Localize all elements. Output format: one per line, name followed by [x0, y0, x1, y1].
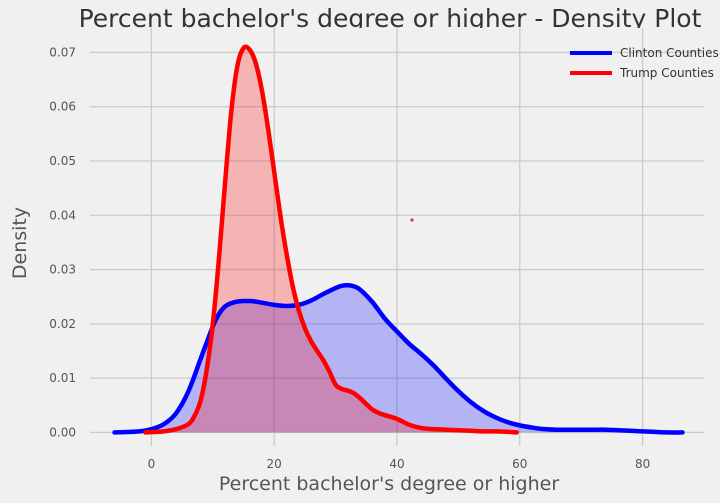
- x-axis-label: Percent bachelor's degree or higher: [219, 473, 560, 495]
- density-line-clinton: [112, 283, 685, 435]
- x-tick-label: 0: [148, 457, 156, 471]
- y-tick-label: 0.07: [49, 45, 76, 59]
- legend: Clinton Counties Trump Counties: [570, 46, 719, 80]
- y-axis-label: Density: [9, 207, 31, 279]
- series-fills: [114, 46, 683, 433]
- density-line-trump: [143, 44, 519, 435]
- x-tick-label: 60: [512, 457, 527, 471]
- legend-label-trump: Trump Counties: [619, 66, 714, 80]
- grid: [90, 28, 704, 446]
- y-tick-label: 0.06: [49, 100, 76, 114]
- series-lines: [112, 44, 685, 435]
- legend-label-clinton: Clinton Counties: [620, 46, 719, 60]
- y-tick-label: 0.02: [49, 317, 76, 331]
- y-tick-label: 0.00: [49, 425, 76, 439]
- y-tick-label: 0.05: [49, 154, 76, 168]
- x-tick-label: 80: [635, 457, 650, 471]
- x-tick-label: 40: [389, 457, 404, 471]
- stray-point: [410, 218, 414, 222]
- x-tick-label: 20: [267, 457, 282, 471]
- y-tick-label: 0.01: [49, 371, 76, 385]
- area-fill-clinton: [114, 285, 683, 433]
- tick-labels: 0 20 40 60 80 0.00 0.01 0.02 0.03 0.04 0.05 0.06 0.0…: [49, 45, 650, 471]
- y-tick-label: 0.04: [49, 208, 76, 222]
- area-fill-trump: [145, 46, 517, 433]
- y-tick-label: 0.03: [49, 263, 76, 277]
